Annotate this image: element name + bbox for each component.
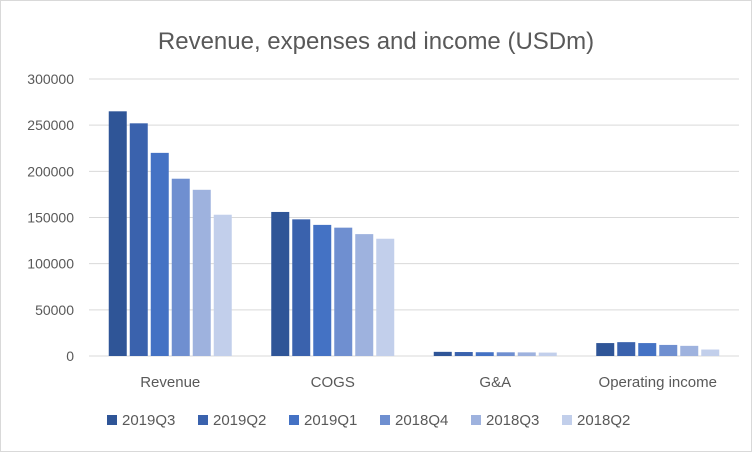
bar-2018Q3-revenue bbox=[192, 189, 211, 356]
x-category-label: Revenue bbox=[140, 374, 200, 391]
y-tick-label: 150000 bbox=[27, 210, 74, 226]
bar-2018Q4-operating-income bbox=[659, 344, 678, 356]
bar-2018Q2-operating-income bbox=[701, 349, 720, 356]
legend: 2019Q3 2019Q2 2019Q1 2018Q4 2018Q3 2018Q2 bbox=[107, 412, 630, 429]
bar-2019Q1-operating-income bbox=[638, 343, 657, 356]
y-tick-label: 250000 bbox=[27, 117, 74, 133]
legend-label: 2018Q4 bbox=[395, 412, 448, 429]
x-category-label: G&A bbox=[479, 374, 511, 391]
x-category-label: COGS bbox=[311, 374, 355, 391]
x-axis-categories: Revenue COGS G&A Operating income bbox=[140, 374, 717, 391]
bar-2018Q4-revenue bbox=[171, 178, 190, 356]
bar-2018Q4-cogs bbox=[334, 227, 353, 356]
y-tick-label: 50000 bbox=[35, 302, 74, 318]
legend-swatch bbox=[198, 415, 208, 425]
legend-label: 2019Q1 bbox=[304, 412, 357, 429]
legend-swatch bbox=[562, 415, 572, 425]
bar-2019Q3-operating-income bbox=[596, 343, 615, 356]
legend-label: 2018Q2 bbox=[577, 412, 630, 429]
bar-2018Q2-g-a bbox=[538, 352, 557, 356]
bar-2019Q2-cogs bbox=[292, 219, 311, 356]
legend-label: 2018Q3 bbox=[486, 412, 539, 429]
legend-swatch bbox=[107, 415, 117, 425]
legend-swatch bbox=[289, 415, 299, 425]
bar-2018Q3-operating-income bbox=[680, 345, 699, 356]
bar-2019Q1-revenue bbox=[150, 152, 169, 356]
x-category-label: Operating income bbox=[599, 374, 717, 391]
bar-2019Q1-g-a bbox=[475, 352, 494, 356]
bar-2019Q2-revenue bbox=[129, 123, 148, 356]
bar-2018Q4-g-a bbox=[496, 352, 515, 356]
legend-label: 2019Q3 bbox=[122, 412, 175, 429]
bar-2019Q2-operating-income bbox=[617, 342, 636, 356]
bar-2018Q3-cogs bbox=[355, 234, 374, 356]
bar-2019Q3-g-a bbox=[433, 351, 452, 356]
y-axis-ticks: 0 50000 100000 150000 200000 250000 300000 bbox=[27, 71, 74, 364]
bar-2019Q3-cogs bbox=[271, 211, 290, 356]
bar-2018Q2-revenue bbox=[213, 214, 232, 356]
bar-2019Q3-revenue bbox=[108, 111, 127, 356]
bars bbox=[108, 111, 720, 356]
y-tick-label: 200000 bbox=[27, 163, 74, 179]
bar-2018Q3-g-a bbox=[517, 352, 536, 356]
bar-2019Q2-g-a bbox=[454, 352, 473, 356]
legend-swatch bbox=[380, 415, 390, 425]
y-tick-label: 0 bbox=[66, 348, 74, 364]
legend-label: 2019Q2 bbox=[213, 412, 266, 429]
y-tick-label: 300000 bbox=[27, 71, 74, 87]
legend-swatch bbox=[471, 415, 481, 425]
bar-2018Q2-cogs bbox=[376, 238, 395, 356]
bar-2019Q1-cogs bbox=[313, 224, 332, 356]
y-tick-label: 100000 bbox=[27, 256, 74, 272]
chart-title: Revenue, expenses and income (USDm) bbox=[158, 28, 594, 55]
